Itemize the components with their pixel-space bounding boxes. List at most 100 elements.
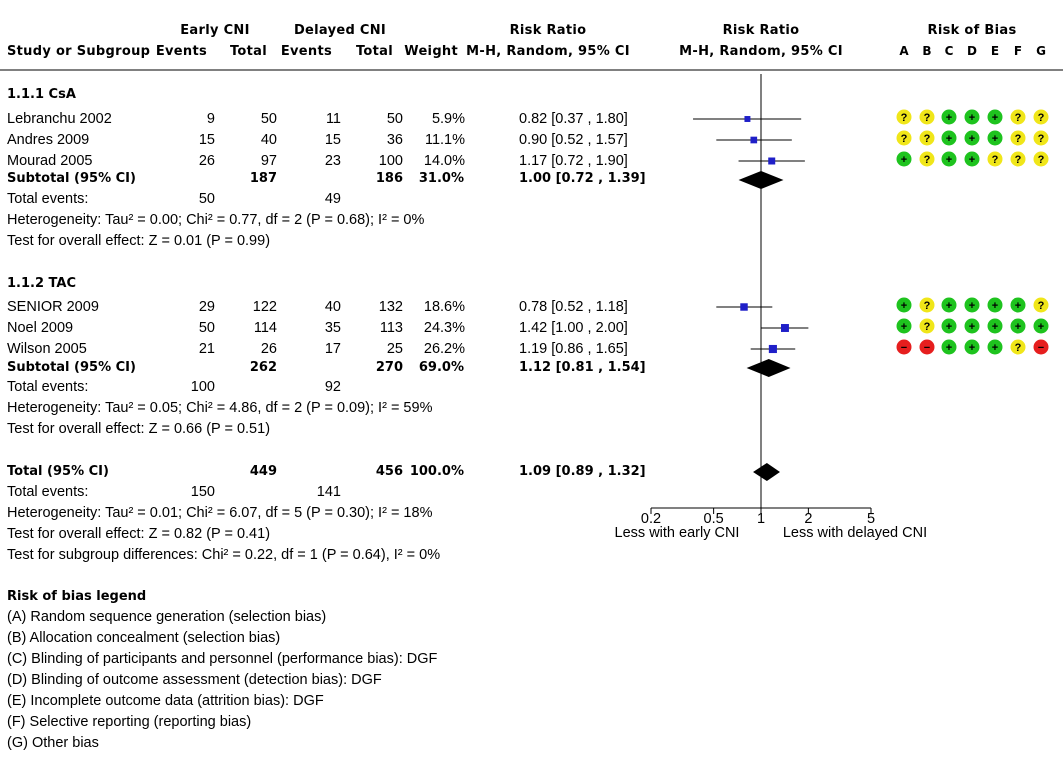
study-lebranchu-2002-ci: 0.82 [0.37 , 1.80]	[519, 111, 628, 127]
x-tick-label: 2	[804, 511, 812, 527]
study-mourad-2005-rob-c: +	[941, 151, 957, 167]
weight-header: Weight	[404, 44, 458, 59]
study-senior-2009-rob-a-symbol: +	[901, 300, 907, 312]
study-mourad-2005-ci: 1.17 [0.72 , 1.90]	[519, 153, 628, 169]
study-noel-2009-rob-c-circle	[941, 318, 957, 334]
subgroup-2-diamond	[746, 359, 791, 377]
study-wilson-2005-rob-f-symbol: ?	[1015, 342, 1022, 354]
risk-ratio-plot-header: Risk Ratio	[723, 23, 800, 38]
rob-letter-e: E	[991, 44, 999, 58]
study-senior-2009-rob-e: +	[987, 297, 1003, 313]
study-wilson-2005-rob-g-symbol: −	[1038, 342, 1044, 354]
rob-letter-f: F	[1014, 44, 1022, 58]
study-andres-2009-rob-g: ?	[1033, 130, 1049, 146]
total-diamond	[753, 463, 780, 481]
study-senior-2009-weight: 18.6%	[424, 299, 465, 315]
study-andres-2009-total2: 36	[387, 132, 403, 148]
study-lebranchu-2002-total1: 50	[261, 111, 277, 127]
subgroup-2-heterogeneity: Heterogeneity: Tau² = 0.05; Chi² = 4.86,…	[7, 400, 433, 416]
study-noel-2009-rob-c-symbol: +	[946, 321, 952, 333]
legend-item: (E) Incomplete outcome data (attrition b…	[7, 693, 324, 709]
study-wilson-2005-rob-b-symbol: −	[924, 342, 930, 354]
study-lebranchu-2002-rob-c-symbol: +	[946, 112, 952, 124]
x-tick-label: 0.2	[641, 511, 661, 527]
study-lebranchu-2002-rob-b: ?	[919, 109, 935, 125]
study-noel-2009-rob-e-circle	[987, 318, 1003, 334]
study-andres-2009-rob-f: ?	[1010, 130, 1026, 146]
study-andres-2009-weight: 11.1%	[425, 132, 465, 148]
subgroup-1-subtotal-n1: 187	[250, 171, 277, 186]
study-lebranchu-2002-rob-g-symbol: ?	[1038, 112, 1045, 124]
rob-letter-b: B	[922, 44, 931, 58]
legend-item: (G) Other bias	[7, 735, 99, 751]
study-andres-2009-events1: 15	[199, 132, 215, 148]
study-column-header: Study or Subgroup	[7, 44, 150, 59]
study-wilson-2005-rob-a-circle	[896, 339, 912, 355]
study-lebranchu-2002-total2: 50	[387, 111, 403, 127]
study-senior-2009-rob-e-circle	[987, 297, 1003, 313]
right-direction-label: Less with delayed CNI	[783, 525, 927, 541]
study-lebranchu-2002-rob-a-symbol: ?	[901, 112, 908, 124]
study-mourad-2005-rob-g-circle	[1033, 151, 1049, 167]
study-mourad-2005-rob-c-circle	[941, 151, 957, 167]
study-noel-2009-rob-d: +	[964, 318, 980, 334]
study-lebranchu-2002-rob-f-circle	[1010, 109, 1026, 125]
subgroup-1-heterogeneity: Heterogeneity: Tau² = 0.00; Chi² = 0.77,…	[7, 212, 424, 228]
study-wilson-2005-rob-a: −	[896, 339, 912, 355]
table-row: Mourad 2005 26 97 23 100 14.0% 1.17 [0.72 , 1.…	[7, 151, 1049, 169]
study-wilson-2005-rob-g: −	[1033, 339, 1049, 355]
study-mourad-2005-rob-a-symbol: +	[901, 154, 907, 166]
study-senior-2009-rob-f-circle	[1010, 297, 1026, 313]
subgroup-1-title: 1.1.1 CsA	[7, 87, 76, 102]
study-noel-2009-rob-g-symbol: +	[1038, 321, 1044, 333]
study-mourad-2005-rob-b: ?	[919, 151, 935, 167]
legend-item: (C) Blinding of participants and personn…	[7, 651, 438, 667]
study-wilson-2005-rob-f: ?	[1010, 339, 1026, 355]
study-wilson-2005-weight: 26.2%	[424, 341, 465, 357]
study-senior-2009-rob-f-symbol: +	[1015, 300, 1021, 312]
study-wilson-2005-total1: 26	[261, 341, 277, 357]
subgroup-2-rows: SENIOR 2009 29 122 40 132 18.6% 0.78 [0.52 , 1…	[7, 297, 1049, 357]
subgroup-1-subtotal-weight: 31.0%	[419, 171, 464, 186]
study-senior-2009-ci: 0.78 [0.52 , 1.18]	[519, 299, 628, 315]
events2-header: Events	[281, 44, 332, 59]
study-senior-2009-rob-c: +	[941, 297, 957, 313]
subgroup-1-diamond	[738, 171, 784, 189]
study-andres-2009-point	[750, 136, 758, 144]
study-lebranchu-2002-rob-e-symbol: +	[992, 112, 998, 124]
study-andres-2009-rob-b-symbol: ?	[924, 133, 931, 145]
subgroup-1-total-events-e1: 50	[199, 191, 215, 207]
study-noel-2009-rob-c: +	[941, 318, 957, 334]
subgroup-2-subtotal-ci: 1.12 [0.81 , 1.54]	[519, 360, 646, 375]
study-lebranchu-2002-rob-c: +	[941, 109, 957, 125]
study-lebranchu-2002-rob-d: +	[964, 109, 980, 125]
study-noel-2009-rob-b-symbol: ?	[924, 321, 931, 333]
study-lebranchu-2002-rob-b-circle	[919, 109, 935, 125]
study-mourad-2005-total2: 100	[379, 153, 403, 169]
subgroup-1-total-events-e2: 49	[325, 191, 341, 207]
study-wilson-2005-rob-c-symbol: +	[946, 342, 952, 354]
x-tick-label: 5	[867, 511, 875, 527]
study-wilson-2005-rob-g-circle	[1033, 339, 1049, 355]
study-andres-2009-rob-e-symbol: +	[992, 133, 998, 145]
total1-header: Total	[230, 44, 267, 59]
subgroup-2-subtotal-weight: 69.0%	[419, 360, 464, 375]
study-lebranchu-2002-rob-f: ?	[1010, 109, 1026, 125]
study-mourad-2005-rob-a-circle	[896, 151, 912, 167]
events1-header: Events	[156, 44, 207, 59]
study-lebranchu-2002-rob-d-circle	[964, 109, 980, 125]
total-ci: 1.09 [0.89 , 1.32]	[519, 464, 646, 479]
table-row: SENIOR 2009 29 122 40 132 18.6% 0.78 [0.52 , 1…	[7, 297, 1049, 315]
total2-header: Total	[356, 44, 393, 59]
study-andres-2009-rob-b-circle	[919, 130, 935, 146]
study-senior-2009-point	[740, 303, 748, 311]
subgroup-2-subtotal-label: Subtotal (95% CI)	[7, 360, 136, 375]
table-row: Noel 2009 50 114 35 113 24.3% 1.42 [1.00 , 2.0…	[7, 318, 1049, 336]
study-noel-2009-rob-f: +	[1010, 318, 1026, 334]
total-label: Total (95% CI)	[7, 464, 109, 479]
study-andres-2009-events2: 15	[325, 132, 341, 148]
study-wilson-2005-rob-d-symbol: +	[969, 342, 975, 354]
study-senior-2009-total2: 132	[379, 299, 403, 315]
study-lebranchu-2002-rob-f-symbol: ?	[1015, 112, 1022, 124]
